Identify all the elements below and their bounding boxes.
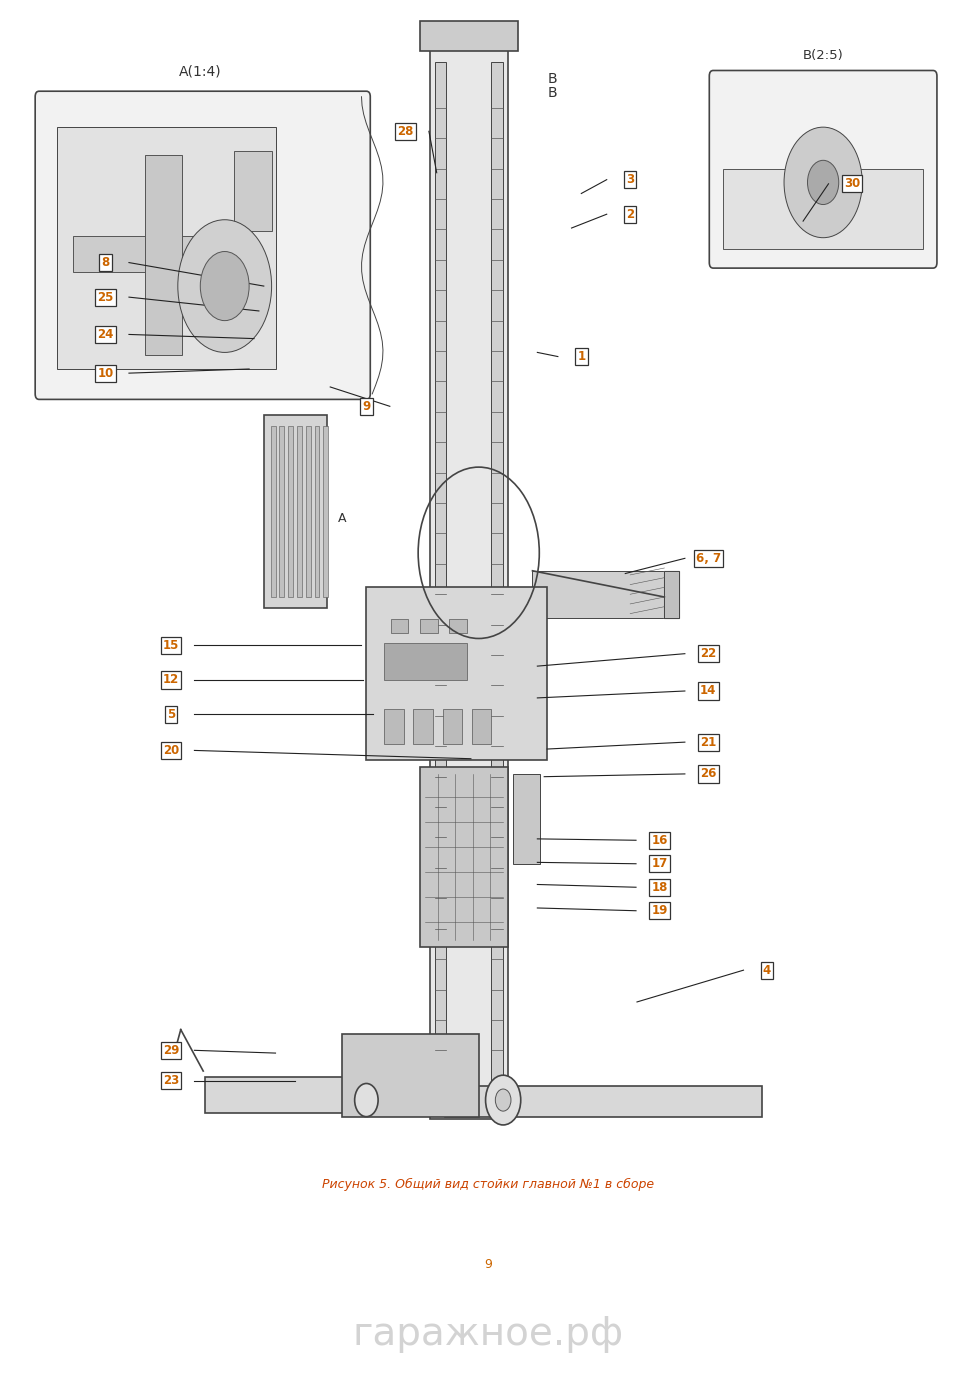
FancyBboxPatch shape [420,21,518,51]
FancyBboxPatch shape [271,426,276,597]
FancyBboxPatch shape [472,709,491,744]
FancyBboxPatch shape [288,426,293,597]
FancyBboxPatch shape [35,91,370,399]
Text: 23: 23 [163,1074,179,1088]
Text: B: B [547,86,557,100]
FancyBboxPatch shape [532,571,664,618]
Text: 20: 20 [163,744,179,757]
Text: 29: 29 [163,1043,179,1057]
Text: 18: 18 [652,880,667,894]
Text: гаражное.рф: гаражное.рф [353,1314,624,1353]
Circle shape [355,1083,378,1117]
Text: 8: 8 [102,256,109,269]
FancyBboxPatch shape [323,426,328,597]
FancyBboxPatch shape [384,709,404,744]
Text: Рисунок 5. Общий вид стойки главной №1 в сборе: Рисунок 5. Общий вид стойки главной №1 в… [322,1177,655,1191]
FancyBboxPatch shape [342,1034,479,1117]
Text: 25: 25 [98,290,113,304]
FancyBboxPatch shape [57,127,276,369]
Text: 1: 1 [577,350,585,363]
Text: 22: 22 [701,647,716,661]
FancyBboxPatch shape [145,155,182,355]
Text: A(1:4): A(1:4) [179,65,222,79]
Text: 12: 12 [163,673,179,687]
FancyBboxPatch shape [430,35,508,1119]
FancyBboxPatch shape [205,1077,430,1113]
FancyBboxPatch shape [391,619,408,633]
FancyBboxPatch shape [443,709,462,744]
Text: B(2:5): B(2:5) [803,50,843,62]
FancyBboxPatch shape [723,169,923,249]
Circle shape [178,220,272,352]
Text: 24: 24 [98,328,113,341]
FancyBboxPatch shape [384,643,467,680]
FancyBboxPatch shape [491,62,503,1092]
Text: 4: 4 [763,963,771,977]
Text: 17: 17 [652,857,667,871]
FancyBboxPatch shape [420,619,438,633]
Text: B: B [547,72,557,86]
Text: 5: 5 [167,708,175,721]
Text: 30: 30 [844,177,860,191]
FancyBboxPatch shape [73,236,244,272]
Text: 9: 9 [485,1258,492,1271]
Text: 16: 16 [652,833,667,847]
Text: 9: 9 [362,399,370,413]
FancyBboxPatch shape [449,619,467,633]
Polygon shape [664,571,679,618]
Text: 26: 26 [701,767,716,781]
FancyBboxPatch shape [279,426,284,597]
Text: 14: 14 [701,684,716,698]
Text: 10: 10 [98,366,113,380]
Text: 28: 28 [398,124,413,138]
Circle shape [486,1075,521,1125]
FancyBboxPatch shape [709,70,937,268]
FancyBboxPatch shape [413,709,433,744]
Text: 21: 21 [701,735,716,749]
FancyBboxPatch shape [435,62,446,1092]
FancyBboxPatch shape [306,426,311,597]
Text: 6, 7: 6, 7 [696,551,721,565]
Text: 15: 15 [163,638,179,652]
FancyBboxPatch shape [264,415,327,608]
Text: 3: 3 [626,173,634,187]
FancyBboxPatch shape [297,426,302,597]
Circle shape [784,127,862,238]
Text: A: A [338,511,346,525]
FancyBboxPatch shape [445,1086,762,1117]
Text: 2: 2 [626,207,634,221]
Circle shape [807,160,838,205]
FancyBboxPatch shape [234,151,272,231]
Text: 19: 19 [652,904,667,918]
Circle shape [495,1089,511,1111]
FancyBboxPatch shape [315,426,319,597]
FancyBboxPatch shape [366,587,547,760]
FancyBboxPatch shape [420,767,508,947]
Circle shape [200,252,249,321]
FancyBboxPatch shape [513,774,540,864]
